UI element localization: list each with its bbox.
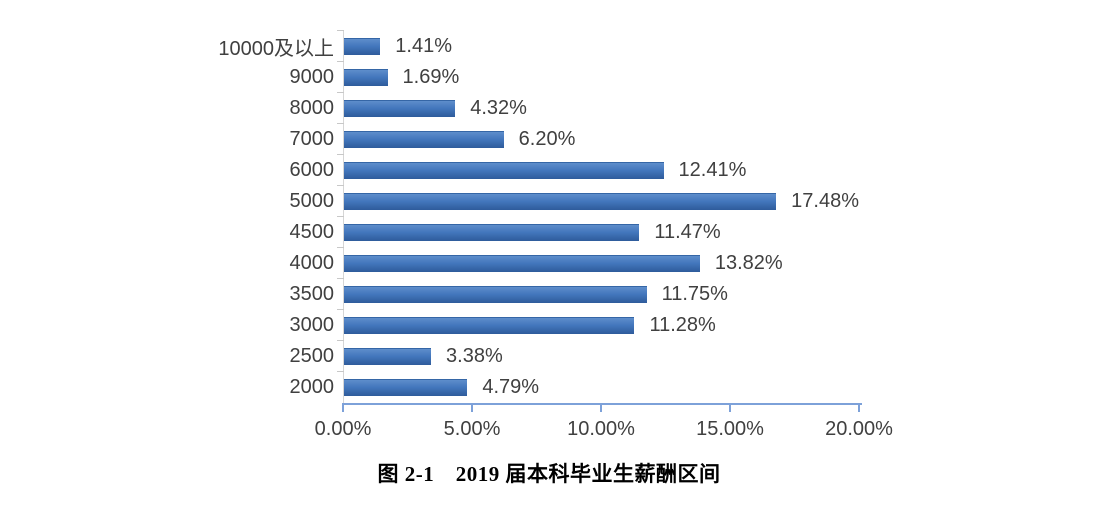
category-label: 6000 (289, 159, 335, 181)
bar (344, 38, 381, 55)
bar (344, 348, 432, 365)
value-label: 11.28% (649, 314, 716, 336)
value-label: 1.41% (395, 35, 453, 57)
x-axis-tick (858, 403, 860, 412)
category-label: 4000 (289, 252, 335, 274)
bar (344, 131, 504, 148)
x-axis: 0.00% 5.00% 10.00% 15.00% 20.00% (315, 403, 893, 443)
category-label: 10000及以上 (218, 38, 334, 60)
chart-row: 10000及以上 1.41% (170, 30, 859, 62)
bar-cell: 4.79% (337, 371, 859, 403)
x-axis-tick (342, 403, 344, 412)
value-label: 11.47% (654, 221, 721, 243)
value-label: 12.41% (678, 159, 747, 181)
bar (344, 69, 388, 86)
bar (344, 193, 777, 210)
x-axis-tick-label: 15.00% (696, 418, 764, 440)
x-axis-tick (600, 403, 602, 412)
value-label: 1.69% (402, 66, 460, 88)
value-label: 6.20% (518, 128, 576, 150)
category-label: 3000 (289, 314, 335, 336)
x-axis-tick-label: 20.00% (825, 418, 893, 440)
chart-row: 5000 17.48% (170, 185, 859, 217)
chart-row: 8000 4.32% (170, 92, 859, 124)
bar-cell: 4.32% (337, 92, 859, 124)
category-label: 5000 (289, 190, 335, 212)
value-label: 3.38% (446, 345, 503, 367)
category-label: 4500 (289, 221, 335, 243)
category-label: 7000 (289, 128, 335, 150)
bar-cell: 11.47% (337, 216, 859, 248)
bar-chart-figure: 10000及以上 1.41% 9000 1.69% 8000 4.32% 7000 6.20%… (170, 30, 893, 443)
bar-cell: 1.41% (337, 30, 859, 62)
chart-row: 2000 4.79% (170, 371, 859, 403)
x-axis-line (343, 403, 862, 405)
category-label: 2000 (289, 376, 335, 398)
value-label: 13.82% (714, 252, 783, 274)
bar (344, 162, 664, 179)
bar (344, 286, 647, 303)
bar-cell: 11.28% (337, 309, 859, 341)
bar (344, 100, 456, 117)
chart-row: 4500 11.47% (170, 216, 859, 248)
x-axis-tick (471, 403, 473, 412)
x-axis-tick (729, 403, 731, 412)
bar-cell: 13.82% (337, 247, 859, 279)
bar-cell: 17.48% (337, 185, 859, 217)
plot-rows: 10000及以上 1.41% 9000 1.69% 8000 4.32% 7000 6.20%… (170, 30, 859, 403)
category-label: 3500 (289, 283, 335, 305)
bar-cell: 1.69% (337, 61, 859, 93)
category-label: 2500 (289, 345, 335, 367)
value-label: 11.75% (661, 283, 728, 305)
value-label: 4.79% (482, 376, 540, 398)
chart-row: 3500 11.75% (170, 278, 859, 310)
value-label: 4.32% (470, 97, 527, 119)
x-axis-tick-label: 5.00% (443, 418, 501, 440)
bar (344, 224, 640, 241)
bar-cell: 11.75% (337, 278, 859, 310)
x-axis-tick-label: 0.00% (314, 418, 372, 440)
x-axis-tick-label: 10.00% (567, 418, 635, 440)
category-label: 9000 (289, 66, 335, 88)
bar (344, 379, 468, 396)
value-label: 17.48% (791, 190, 859, 212)
chart-row: 7000 6.20% (170, 123, 859, 155)
chart-row: 2500 3.38% (170, 340, 859, 372)
chart-row: 9000 1.69% (170, 61, 859, 93)
bar-cell: 6.20% (337, 123, 859, 155)
figure-caption: 图 2-1 2019 届本科毕业生薪酬区间 (377, 462, 721, 486)
bar (344, 317, 635, 334)
bar-cell: 3.38% (337, 340, 859, 372)
bar (344, 255, 700, 272)
category-label: 8000 (289, 97, 335, 119)
chart-row: 6000 12.41% (170, 154, 859, 186)
chart-row: 4000 13.82% (170, 247, 859, 279)
bar-cell: 12.41% (337, 154, 859, 186)
chart-row: 3000 11.28% (170, 309, 859, 341)
